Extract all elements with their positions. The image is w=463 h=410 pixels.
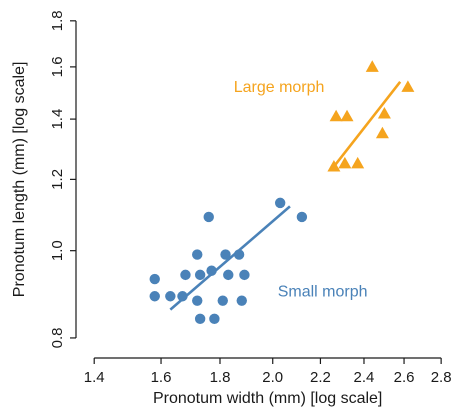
small-morph-point: [239, 269, 250, 281]
axes: 1.4 1.6 1.8 2.0 2.2 2.4 2.6 2.8 0.8 1.0 1.2 1.4 1.6…: [49, 10, 452, 386]
small-morph-point: [223, 269, 234, 281]
small-morph-point: [209, 313, 220, 325]
small-morph-point: [203, 211, 214, 223]
large-morph-point: [365, 60, 379, 72]
x-tick-label: 1.4: [84, 369, 105, 386]
large-morph-point: [401, 80, 415, 92]
x-tick-label: 1.8: [210, 369, 231, 386]
y-tick-label: 1.6: [49, 56, 66, 77]
small-morph-point: [220, 249, 231, 260]
y-axis-ticks: 0.8 1.0 1.2 1.4 1.6 1.8: [49, 10, 76, 348]
y-tick-label: 1.8: [49, 10, 66, 31]
small-morph-point: [274, 197, 286, 209]
y-tick-label: 1.4: [49, 109, 66, 130]
small-morph-point: [194, 313, 206, 325]
large-morph-fit-line: [332, 81, 402, 168]
large-morph-point: [329, 109, 343, 122]
large-morph-point: [340, 109, 354, 122]
large-morph-point: [338, 156, 352, 169]
x-tick-label: 2.0: [262, 369, 283, 386]
x-tick-label: 2.8: [431, 369, 452, 386]
small-morph-point: [177, 291, 188, 302]
large-morph-label: Large morph: [234, 79, 325, 96]
small-morph-point: [233, 249, 245, 260]
annotations: Large morph Small morph: [234, 79, 368, 300]
x-tick-label: 1.6: [151, 369, 172, 386]
large-morph-point: [375, 126, 389, 139]
small-morph-point: [192, 295, 203, 306]
data-points: [149, 60, 415, 325]
x-axis-title: Pronotum width (mm) [log scale]: [153, 390, 382, 407]
y-tick-label: 1.2: [49, 169, 66, 190]
small-morph-point: [206, 265, 217, 276]
regression-lines: [169, 81, 402, 311]
x-tick-label: 2.4: [354, 369, 375, 386]
large-morph-point: [327, 159, 341, 172]
small-morph-point: [217, 295, 228, 306]
large-morph-point: [351, 156, 365, 169]
small-morph-point: [236, 295, 247, 306]
large-morph-point: [377, 106, 391, 119]
small-morph-point: [180, 269, 191, 281]
x-axis-ticks: 1.4 1.6 1.8 2.0 2.2 2.4 2.6 2.8: [84, 358, 452, 386]
small-morph-point: [149, 273, 160, 285]
y-tick-label: 0.8: [49, 328, 66, 349]
y-axis-title: Pronotum length (mm) [log scale]: [11, 62, 28, 298]
y-tick-label: 1.0: [49, 240, 66, 261]
x-tick-label: 2.6: [394, 369, 415, 386]
small-morph-point: [194, 269, 206, 281]
small-morph-label: Small morph: [278, 283, 368, 300]
small-morph-point: [296, 211, 308, 223]
x-tick-label: 2.2: [310, 369, 331, 386]
small-morph-point: [165, 291, 176, 302]
small-morph-fit-line: [169, 205, 291, 311]
small-morph-point: [192, 249, 203, 260]
small-morph-point: [149, 291, 160, 302]
